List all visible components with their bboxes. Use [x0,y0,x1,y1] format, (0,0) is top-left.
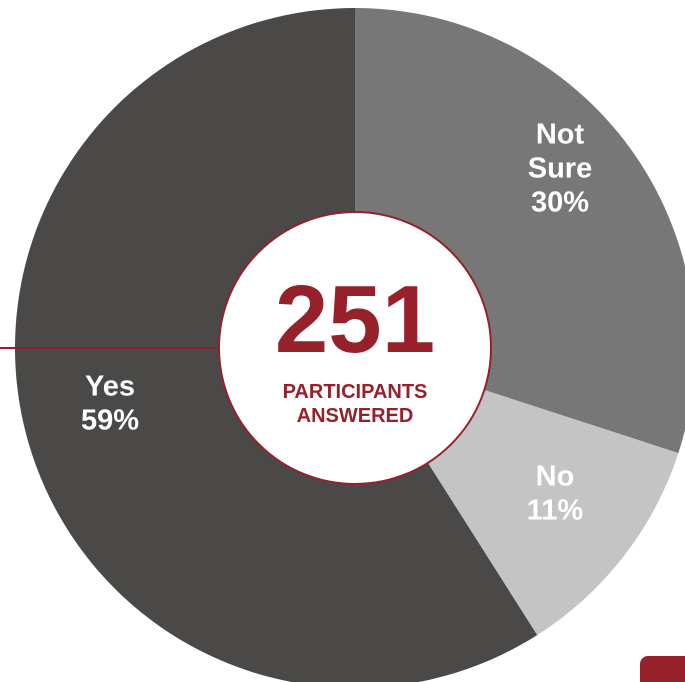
slice-label-no-percent: 11% [527,495,584,527]
slice-label-not-sure-percent: 30% [531,187,589,219]
total-count: 251 [275,266,435,373]
slice-label-yes-name-0: Yes [85,371,135,403]
corner-tab [640,656,685,682]
slice-label-not-sure-name-0: Not [536,119,585,151]
center-caption-line-2: ANSWERED [297,405,414,427]
slice-label-no-name-0: No [536,461,575,493]
slice-label-yes-percent: 59% [81,405,139,437]
center-caption-line-1: PARTICIPANTS [283,381,428,403]
slice-label-not-sure-name-1: Sure [528,153,592,185]
center-circle [218,211,492,485]
